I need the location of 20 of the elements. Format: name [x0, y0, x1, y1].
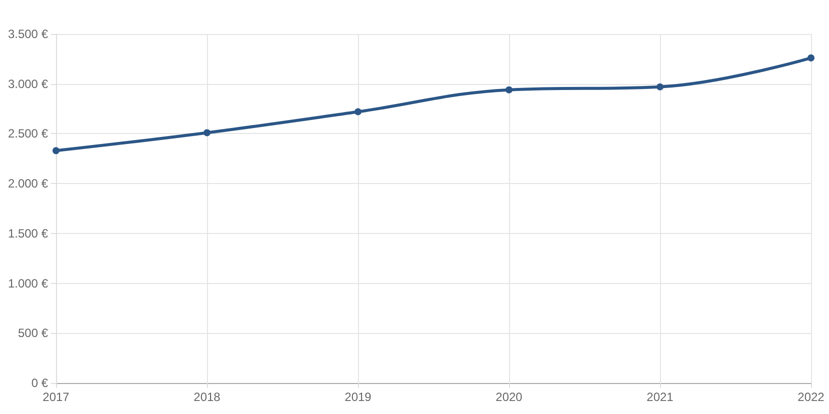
point [354, 108, 362, 116]
point [52, 147, 60, 154]
x-tick-label: 2022 [798, 390, 825, 404]
point [204, 129, 210, 136]
y-tick-label: 1.000 € [8, 276, 48, 290]
y-tick-label: 3.000 € [8, 76, 48, 91]
x-tick-label: 2020 [496, 390, 523, 404]
y-tick-label: 500 € [18, 326, 48, 340]
y-tick-label: 0 € [31, 376, 48, 390]
x-tick-label: 2021 [646, 390, 674, 404]
x-tick-label: 2017 [42, 390, 70, 404]
y-tick-label: 3.500 € [8, 27, 48, 41]
y-tick-label: 2.500 € [8, 126, 48, 141]
point [506, 86, 512, 94]
y-tick-label: 2.000 € [8, 176, 48, 191]
point [808, 54, 814, 62]
x-tick-label: 2019 [344, 390, 372, 404]
x-tick-label: 2018 [194, 390, 221, 404]
y-tick-label: 1.500 € [8, 226, 48, 240]
point [656, 83, 664, 90]
